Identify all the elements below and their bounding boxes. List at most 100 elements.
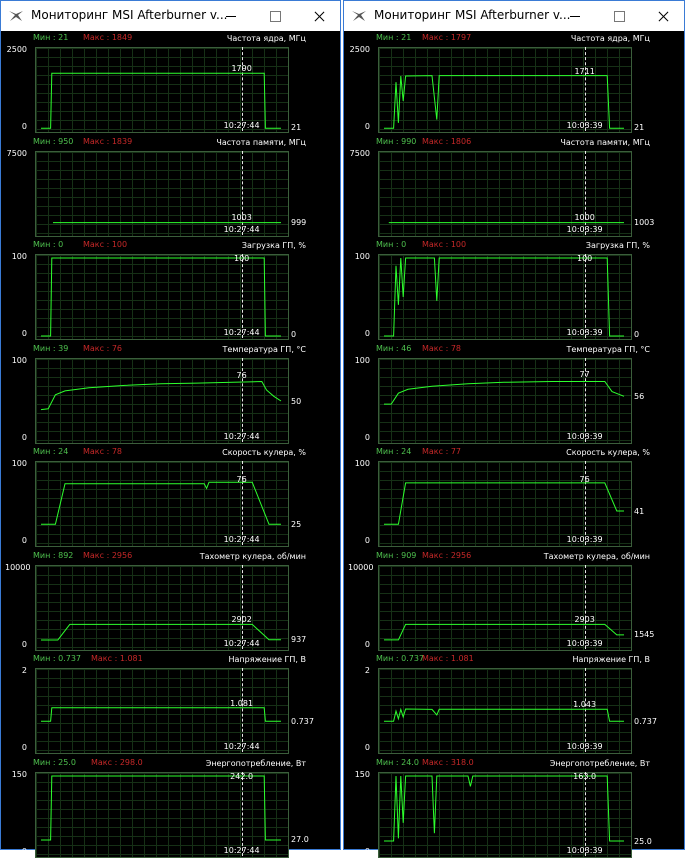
graph-name: Температура ГП, °C: [222, 344, 306, 354]
afterburner-icon: [9, 11, 23, 21]
graph-plot[interactable]: [378, 47, 632, 133]
max-label: Макс : 318.0: [422, 757, 474, 767]
trace-polyline: [40, 380, 282, 410]
axis-top-label: 100: [354, 355, 370, 365]
graph-trace: [384, 775, 624, 841]
axis-bottom-label: 0: [21, 846, 27, 856]
close-button[interactable]: [302, 4, 336, 28]
axis-bottom-label: 0: [21, 743, 27, 752]
last-value: 937: [291, 635, 307, 645]
graph-trace: [53, 221, 281, 223]
max-label: Макс : 1.081: [422, 654, 474, 663]
last-value: 25.0: [634, 836, 652, 846]
cursor-time: 10:03:39: [566, 121, 603, 130]
graph-trace: [41, 257, 281, 337]
axis-top-label: 100: [11, 355, 27, 365]
max-label: Макс : 1839: [83, 136, 133, 146]
graph-plot[interactable]: [35, 771, 289, 858]
axis-bottom-label: 0: [21, 432, 27, 442]
cursor-time: 10:27:44: [223, 742, 260, 751]
graph-name: Тахометр кулера, об/мин: [543, 551, 650, 561]
min-label: Мин : 892: [33, 550, 74, 560]
cursor-time: 10:27:44: [223, 535, 260, 544]
current-value: 77: [579, 370, 590, 380]
last-value: 0.737: [291, 717, 314, 727]
axis-top-label: 2: [364, 666, 370, 675]
graph-plot[interactable]: [378, 357, 632, 444]
axis-bottom-label: 0: [364, 329, 370, 338]
last-value: 0: [634, 330, 640, 339]
graph-trace: [384, 380, 625, 405]
title-bar[interactable]: Мониторинг MSI Afterburner v...: [344, 1, 684, 31]
graph-name: Частота ядра, МГц: [226, 34, 306, 43]
cursor-time: 10:27:44: [223, 224, 260, 234]
graph-name: Скорость кулера, %: [566, 448, 650, 457]
graph-name: Частота памяти, МГц: [216, 137, 306, 147]
graph-name: Температура ГП, °C: [566, 344, 650, 354]
current-value: 1711: [574, 66, 595, 76]
window-title: Мониторинг MSI Afterburner v...: [31, 8, 228, 22]
axis-top-label: 10000: [5, 562, 31, 572]
graph-plot[interactable]: [35, 254, 289, 340]
graph-plot[interactable]: [378, 564, 632, 651]
cursor-time: 10:27:44: [223, 431, 260, 441]
graph-plot[interactable]: [378, 668, 632, 754]
last-value: 0.737: [634, 717, 657, 727]
axis-bottom-label: 0: [364, 536, 370, 545]
close-button[interactable]: [646, 4, 680, 28]
graph-plot[interactable]: [35, 357, 289, 444]
graph-trace: [41, 775, 281, 840]
graph-name: Напряжение ГП, В: [228, 655, 306, 664]
graph-plot[interactable]: [35, 668, 289, 754]
graph-plot[interactable]: [378, 150, 632, 237]
time-cursor: [241, 668, 243, 752]
last-value: 21: [291, 123, 302, 132]
minimize-button[interactable]: [558, 4, 592, 28]
minimize-button[interactable]: [214, 4, 248, 28]
min-label: Мин : 0.737: [33, 654, 82, 663]
axis-top-label: 100: [11, 459, 27, 468]
monitor-window-right[interactable]: Мониторинг MSI Afterburner v... Мин : 21…: [343, 0, 685, 858]
time-cursor: [241, 357, 243, 442]
current-value: 2903: [574, 614, 595, 624]
graph-plot[interactable]: [378, 461, 632, 547]
graph-plot[interactable]: [35, 461, 289, 547]
title-bar[interactable]: Мониторинг MSI Afterburner v...: [1, 1, 340, 31]
min-label: Мин : 950: [33, 136, 74, 146]
max-label: Макс : 78: [422, 343, 461, 353]
graph-plot[interactable]: [35, 150, 289, 237]
time-cursor: [241, 254, 243, 338]
min-label: Мин : 25.0: [33, 757, 76, 767]
min-label: Мин : 39: [33, 343, 69, 353]
axis-bottom-label: 0: [364, 846, 370, 856]
graph-name: Частота ядра, МГц: [570, 34, 650, 43]
maximize-button[interactable]: [602, 4, 636, 28]
graph-plot[interactable]: [378, 254, 632, 340]
axis-top-label: 2: [21, 666, 27, 675]
graph-name: Тахометр кулера, об/мин: [199, 551, 306, 561]
axis-bottom-label: 0: [21, 639, 27, 649]
graph-plot[interactable]: [35, 564, 289, 651]
axis-bottom-label: 0: [364, 639, 370, 649]
graph-trace: [41, 623, 281, 640]
current-value: 100: [233, 254, 250, 263]
trace-polyline: [384, 257, 624, 337]
max-label: Макс : 1849: [83, 33, 133, 42]
current-value: 1003: [231, 213, 252, 223]
current-value: 1790: [231, 64, 252, 74]
axis-top-label: 2500: [349, 45, 370, 54]
min-label: Мин : 0: [33, 240, 64, 249]
max-label: Макс : 100: [83, 240, 128, 249]
last-value: 56: [634, 391, 645, 401]
max-label: Макс : 77: [422, 447, 461, 456]
graph-plot[interactable]: [35, 47, 289, 133]
graph-name: Частота памяти, МГц: [560, 137, 650, 147]
trace-polyline: [41, 623, 281, 640]
time-cursor: [241, 461, 243, 545]
monitor-window-left[interactable]: Мониторинг MSI Afterburner v... Мин : 21…: [0, 0, 341, 858]
time-cursor: [241, 564, 243, 649]
current-value: 242.0: [230, 771, 254, 781]
min-label: Мин : 0.737: [376, 654, 425, 663]
last-value: 50: [291, 396, 302, 406]
maximize-button[interactable]: [258, 4, 292, 28]
